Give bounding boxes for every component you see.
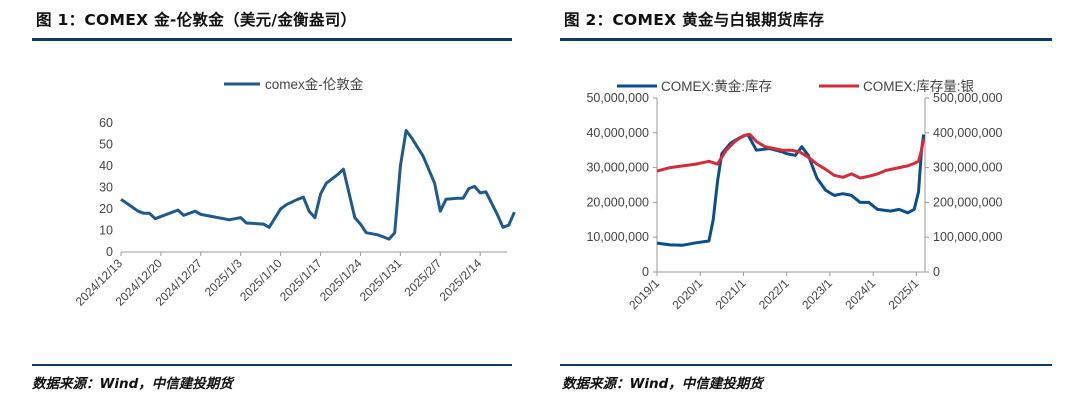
y-tick-label: 60 — [99, 116, 113, 130]
figure-1-source: 数据来源：Wind，中信建投期货 — [32, 376, 233, 392]
y-right-tick-label: 400,000,000 — [933, 126, 1003, 140]
x-tick-label: 2025/2/14 — [437, 256, 485, 304]
y-right-tick-label: 300,000,000 — [933, 161, 1003, 175]
legend-label: comex金-伦敦金 — [265, 77, 364, 92]
series-line-gold-inventory — [656, 133, 926, 247]
y-left-tick-label: 50,000,000 — [586, 91, 649, 105]
figure-2-source: 数据来源：Wind，中信建投期货 — [562, 376, 763, 392]
y-right-tick-label: 200,000,000 — [933, 195, 1003, 209]
legend-label: COMEX:库存量:银 — [863, 79, 975, 94]
y-tick-label: 0 — [106, 245, 113, 259]
figure-1-panel: 图 1：COMEX 金-伦敦金（美元/金衡盎司） 0 10 20 30 40 50 60 20… — [32, 11, 516, 392]
x-tick-label: 2025/1/24 — [317, 256, 365, 304]
y-right-tick-label: 0 — [933, 265, 940, 279]
figure-2-title-rule — [560, 38, 1052, 41]
figure-1-title-rule — [32, 38, 512, 41]
y-tick-label: 20 — [99, 202, 113, 216]
series-line-comex-london-spread — [120, 129, 516, 241]
y-right-tick-label: 100,000,000 — [933, 230, 1003, 244]
x-tick-label: 2022/1 — [756, 276, 792, 312]
y-left-tick-label: 0 — [642, 265, 649, 279]
y-left-tick-label: 30,000,000 — [586, 161, 649, 175]
figure-2-chart: 0 10,000,000 20,000,000 30,000,000 40,000,00… — [586, 79, 1003, 312]
x-tick-label: 2019/1 — [626, 276, 662, 312]
figure-2-bottom-rule — [560, 364, 1052, 366]
figure-2-panel: 图 2：COMEX 黄金与白银期货库存 0 10,000,000 20,000,00… — [540, 0, 1080, 401]
figure-1-chart: 01020304050602024/12/132024/12/202024/12… — [73, 77, 516, 309]
x-tick-label: 2025/1/10 — [237, 256, 285, 304]
x-tick-label: 2024/1 — [842, 276, 878, 312]
figure-1-title: 图 1：COMEX 金-伦敦金（美元/金衡盎司） — [36, 11, 357, 29]
y-right-tick-label: 500,000,000 — [933, 91, 1003, 105]
legend-label: COMEX:黄金:库存 — [661, 79, 772, 94]
figure-2-title: 图 2：COMEX 黄金与白银期货库存 — [564, 11, 825, 29]
y-left-tick-label: 20,000,000 — [586, 195, 649, 209]
x-tick-label: 2025/1 — [886, 276, 922, 312]
y-left-tick-label: 10,000,000 — [586, 230, 649, 244]
x-tick-label: 2021/1 — [713, 276, 749, 312]
y-tick-label: 50 — [99, 138, 113, 152]
x-tick-label: 2025/1/31 — [357, 256, 405, 304]
x-tick-label: 2025/1/17 — [277, 256, 325, 304]
x-tick-label: 2020/1 — [669, 276, 705, 312]
series-line-silver-inventory — [656, 133, 926, 180]
figure-1-bottom-rule — [32, 364, 512, 366]
y-left-tick-label: 40,000,000 — [586, 126, 649, 140]
y-tick-label: 10 — [99, 224, 113, 238]
y-tick-label: 40 — [99, 159, 113, 173]
x-tick-label: 2023/1 — [799, 276, 835, 312]
y-tick-label: 30 — [99, 181, 113, 195]
